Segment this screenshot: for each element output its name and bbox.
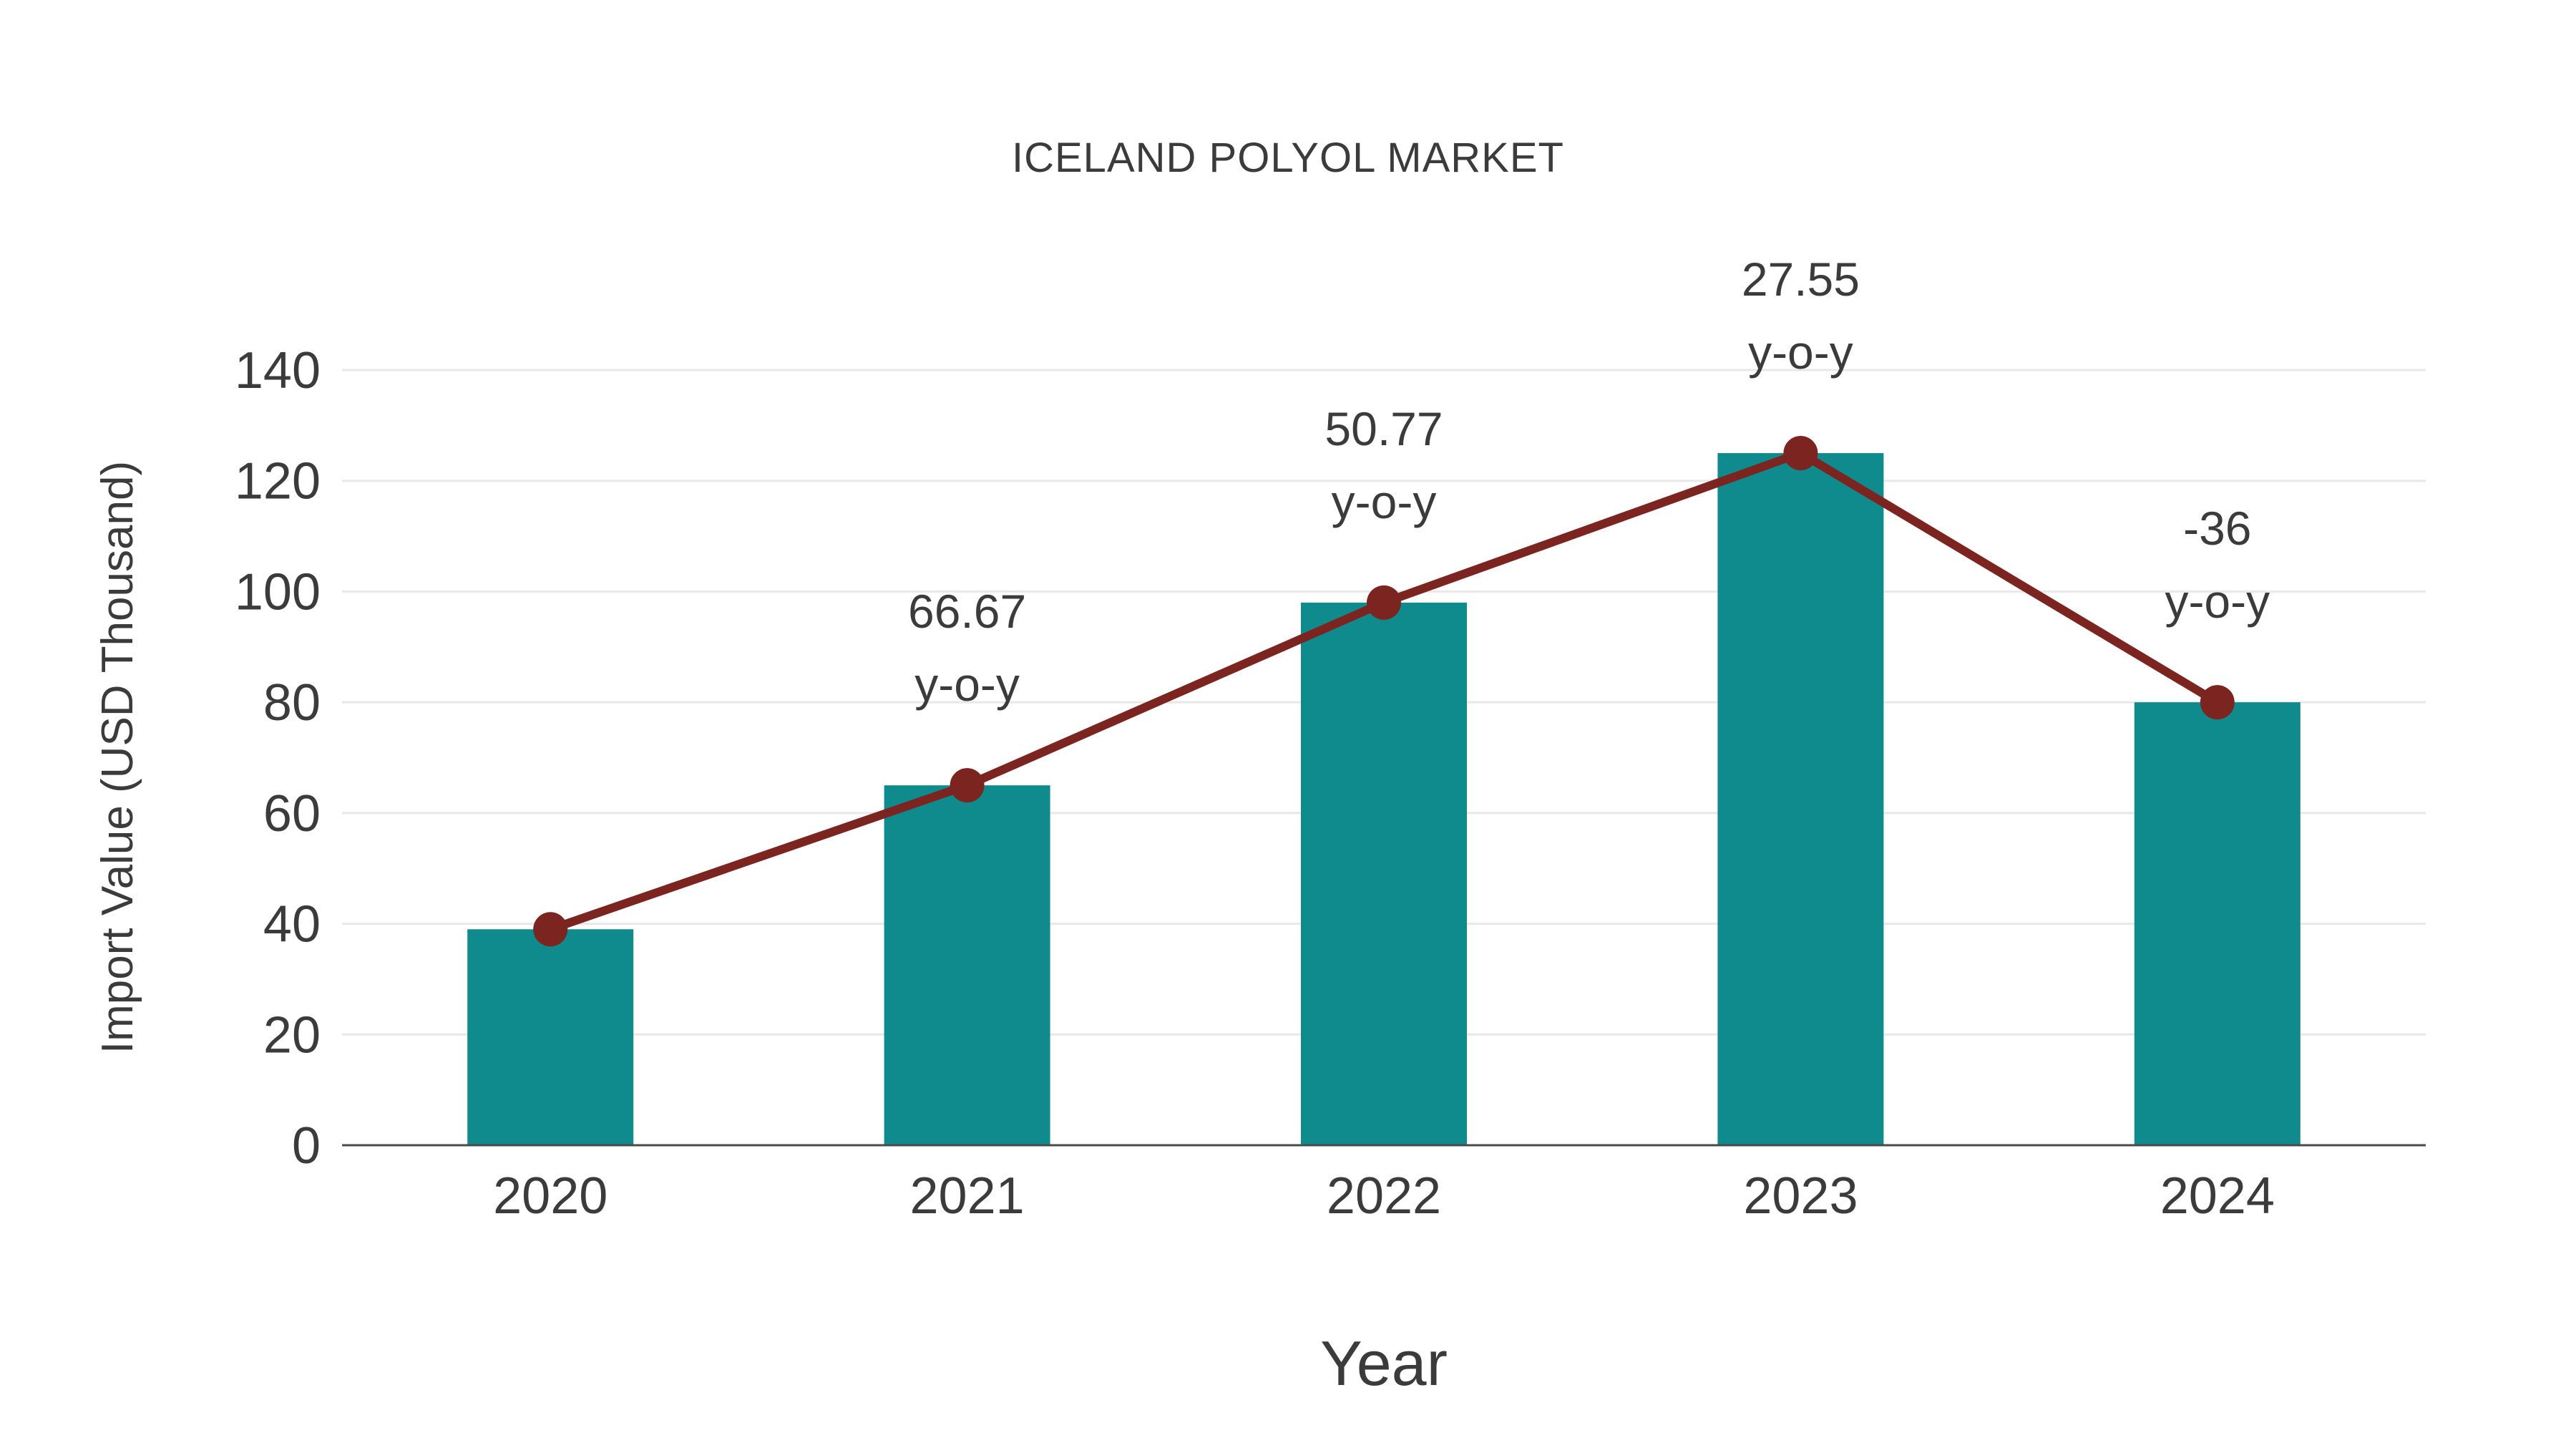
y-axis-title: Import Value (USD Thousand) (93, 461, 142, 1054)
x-tick-label-2024: 2024 (2160, 1167, 2275, 1225)
y-tick-label: 40 (263, 896, 321, 953)
x-tick-label-2023: 2023 (1743, 1167, 1858, 1225)
annotation-label-2024: y-o-y (2165, 575, 2270, 628)
trend-marker-2022 (1367, 585, 1401, 620)
x-tick-label-2021: 2021 (910, 1167, 1025, 1225)
annotation-value-2024: -36 (2183, 502, 2251, 555)
annotation-label-2023: y-o-y (1748, 326, 1853, 379)
bar-2022 (1301, 602, 1467, 1145)
annotation-label-2022: y-o-y (1332, 475, 1437, 528)
y-tick-label: 60 (263, 785, 321, 842)
annotation-value-2023: 27.55 (1742, 253, 1860, 306)
y-axis-tick-labels: 0 20 40 60 80 100 120 140 (235, 342, 321, 1175)
annotation-value-2021: 66.67 (908, 585, 1026, 638)
y-tick-label: 0 (292, 1117, 321, 1175)
trend-marker-2021 (950, 768, 985, 803)
bar-2023 (1717, 453, 1884, 1145)
annotation-label-2021: y-o-y (914, 658, 1020, 711)
x-axis-tick-labels: 2020 2021 2022 2023 2024 (493, 1167, 2275, 1225)
annotation-value-2022: 50.77 (1324, 402, 1443, 455)
yoy-annotations: 66.67 y-o-y 50.77 y-o-y 27.55 y-o-y -36 y-o-y (908, 253, 2270, 711)
x-tick-label-2022: 2022 (1327, 1167, 1441, 1225)
y-tick-label: 100 (235, 563, 321, 621)
trend-marker-2020 (533, 912, 568, 947)
trend-line-series (533, 436, 2235, 947)
y-tick-label: 140 (235, 342, 321, 399)
y-tick-label: 120 (235, 453, 321, 510)
bar-2021 (884, 785, 1050, 1145)
x-axis-title: Year (1320, 1328, 1448, 1399)
trend-marker-2023 (1783, 436, 1818, 471)
y-tick-label: 80 (263, 674, 321, 732)
bar-2020 (467, 929, 634, 1145)
x-tick-label-2020: 2020 (493, 1167, 608, 1225)
chart-title: ICELAND POLYOL MARKET (1012, 135, 1564, 181)
bar-2024 (2134, 702, 2301, 1145)
bar-series (467, 453, 2301, 1145)
trend-marker-2024 (2200, 685, 2235, 720)
y-tick-label: 20 (263, 1006, 321, 1064)
